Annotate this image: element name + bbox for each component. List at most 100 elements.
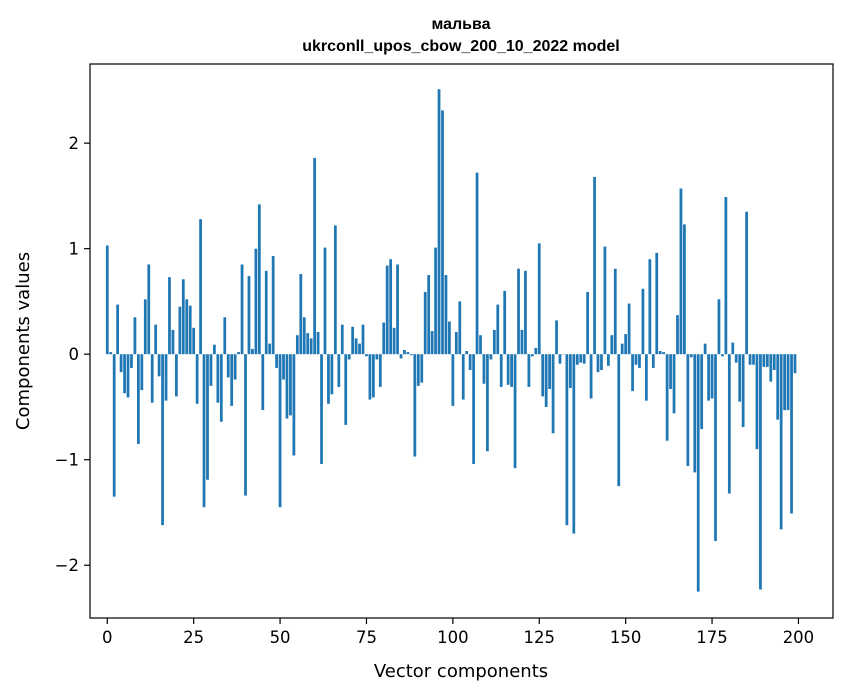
bar	[254, 248, 258, 355]
bar	[755, 354, 759, 450]
bar	[606, 354, 610, 366]
bar	[651, 354, 655, 368]
bar	[251, 348, 254, 355]
bar	[482, 354, 486, 384]
y-tick-label: −2	[55, 556, 79, 575]
bar	[423, 291, 427, 355]
bar	[548, 354, 551, 390]
bar	[213, 344, 216, 355]
bar	[600, 354, 603, 371]
bar	[268, 343, 272, 355]
bar	[568, 354, 572, 388]
bar	[354, 338, 358, 355]
bar	[192, 327, 196, 355]
y-tick-label: 1	[69, 240, 80, 259]
bar	[333, 225, 337, 355]
bar	[147, 264, 151, 355]
bar	[109, 352, 113, 355]
bar	[596, 354, 600, 373]
bar	[413, 354, 417, 457]
bar	[340, 324, 344, 355]
bar	[741, 354, 745, 427]
bar	[790, 354, 793, 514]
bar	[219, 354, 223, 422]
bar	[347, 354, 351, 360]
bar	[655, 252, 659, 355]
bar	[448, 321, 451, 355]
bar	[658, 351, 662, 355]
bar	[230, 354, 234, 406]
bar	[676, 315, 679, 355]
y-axis-label: Components values	[13, 252, 34, 430]
bar	[244, 354, 247, 496]
bar	[641, 288, 645, 355]
bar	[233, 354, 237, 380]
bar	[292, 354, 296, 456]
bar	[199, 219, 202, 355]
bar	[513, 354, 517, 469]
bar	[665, 354, 669, 441]
bar	[499, 354, 503, 387]
bar	[693, 354, 697, 473]
bar	[130, 354, 133, 368]
bar	[299, 273, 303, 355]
bar	[465, 351, 469, 355]
bar	[133, 317, 137, 355]
bar	[247, 276, 251, 355]
bar	[617, 354, 621, 487]
bar	[534, 347, 538, 355]
bar	[759, 354, 762, 590]
bar	[309, 338, 313, 355]
x-tick-label: 150	[610, 628, 642, 647]
bar	[696, 354, 700, 592]
bar	[257, 204, 261, 355]
bar	[558, 354, 562, 364]
bar	[779, 354, 783, 530]
bar	[603, 246, 607, 355]
bar	[479, 335, 482, 355]
bar	[631, 354, 634, 392]
x-axis-label: Vector components	[374, 661, 548, 682]
bar	[717, 299, 721, 355]
bar	[285, 354, 289, 419]
bar	[551, 354, 555, 434]
bar	[140, 354, 144, 391]
bar	[323, 247, 327, 355]
x-tick-label: 0	[102, 628, 113, 647]
bar	[434, 247, 437, 355]
bar	[365, 354, 368, 357]
bar	[396, 264, 399, 355]
bar	[461, 354, 465, 400]
bar	[541, 354, 545, 397]
bar	[261, 354, 265, 411]
bar	[392, 327, 396, 355]
bar	[506, 354, 510, 385]
bar	[572, 354, 576, 534]
bar	[195, 354, 199, 404]
bar	[375, 354, 379, 360]
x-tick-label: 50	[270, 628, 291, 647]
bar	[672, 354, 676, 414]
plot-area-frame	[89, 63, 834, 619]
bar	[399, 354, 403, 359]
bar	[154, 324, 158, 355]
x-tick-label: 175	[696, 628, 728, 647]
bar	[430, 330, 434, 355]
bar	[486, 354, 489, 452]
chart-subtitle: ukrconll_upos_cbow_200_10_2022 model	[302, 38, 619, 55]
bar	[123, 354, 126, 394]
bar	[337, 354, 341, 387]
bar	[537, 243, 541, 355]
x-tick-label: 125	[524, 628, 556, 647]
bar	[313, 157, 317, 355]
bar	[510, 354, 513, 387]
bar	[731, 342, 735, 355]
bar	[382, 322, 386, 355]
bar	[371, 354, 375, 398]
bar	[689, 354, 693, 358]
bar	[164, 354, 168, 401]
bar	[264, 270, 268, 355]
bar	[327, 354, 330, 404]
bar	[679, 188, 683, 355]
bar	[765, 354, 769, 367]
